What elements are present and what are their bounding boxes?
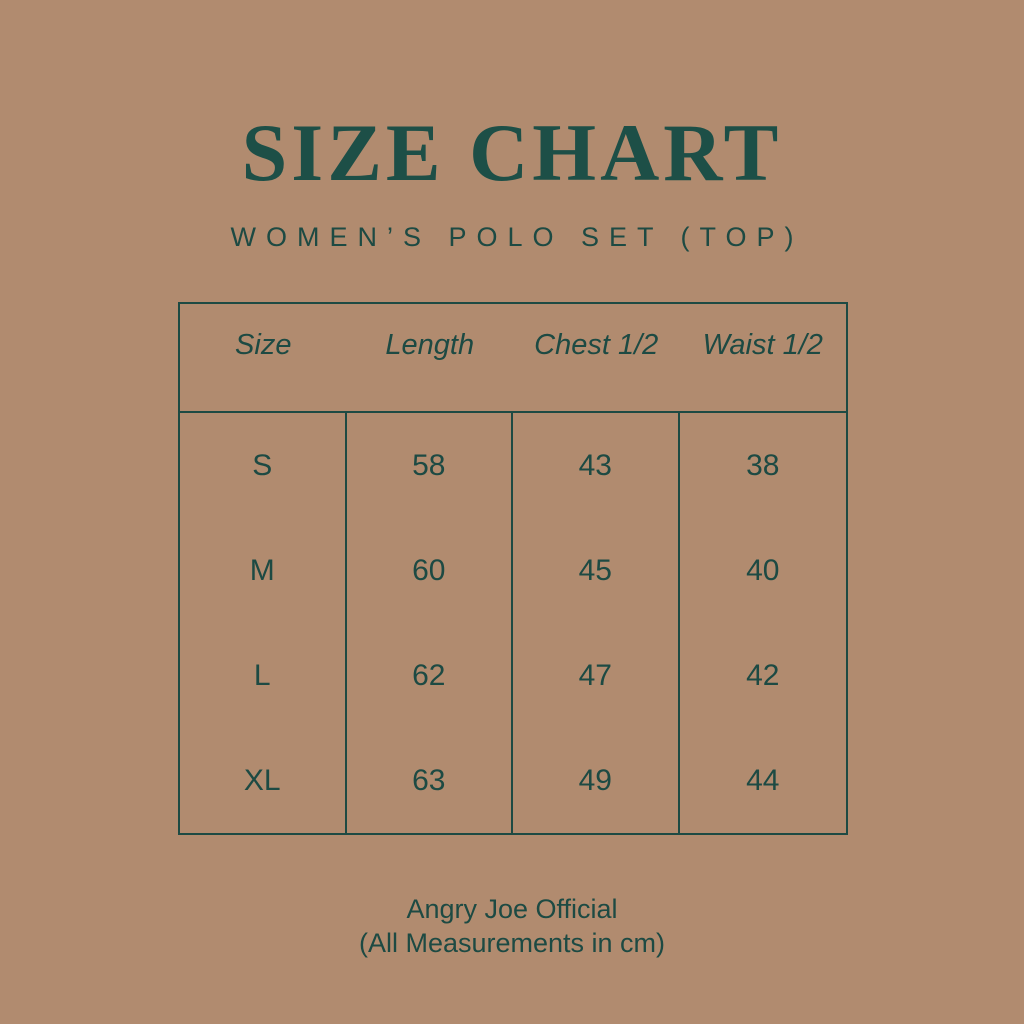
table-cell-length-l: 62 [347,623,513,728]
table-cell-waist-l: 42 [746,658,780,692]
footer-units-line: (All Measurements in cm) [358,928,666,958]
table-cell-waist-s: 38 [746,448,780,482]
table-cell-size-l: L [180,623,347,728]
column-header-length: Length [385,329,475,361]
footer-brand-line: Angry Joe Official [406,894,618,924]
table-cell-chest-xl: 49 [513,728,680,833]
table-cell-size-m: M [180,518,347,623]
table-cell-waist-xl: 44 [746,763,780,797]
column-header-chest: Chest 1/2 [534,329,659,361]
column-header-waist: Waist 1/2 [702,329,823,361]
page-subtitle: WOMEN’S POLO SET (TOP) [230,222,804,252]
table-cell-waist-m: 40 [746,553,780,587]
table-cell-chest-m: 45 [513,518,680,623]
table-body: S 58 43 38 M 60 45 40 L 62 47 42 XL 63 4… [180,413,846,833]
size-chart-table: Size Length Chest 1/2 Waist 1/2 S 58 43 … [178,302,848,835]
table-cell-length-m: 60 [347,518,513,623]
page-title: SIZE CHART [241,107,783,198]
table-header-row: Size Length Chest 1/2 Waist 1/2 [180,304,846,413]
table-cell-length-s: 58 [347,413,513,518]
table-cell-size-s: S [180,413,347,518]
table-cell-chest-s: 43 [513,413,680,518]
column-header-size: Size [235,329,292,361]
table-cell-size-xl: XL [180,728,347,833]
footer-note: Angry Joe Official (All Measurements in … [0,892,1024,960]
table-cell-chest-l: 47 [513,623,680,728]
table-cell-length-xl: 63 [347,728,513,833]
